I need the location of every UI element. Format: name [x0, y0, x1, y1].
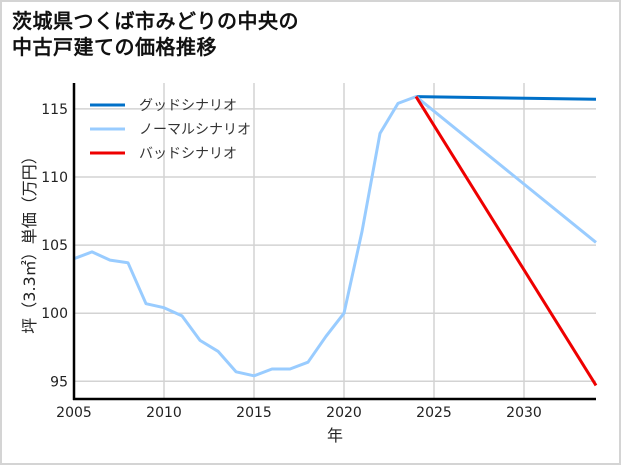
y-tick-label: 100	[41, 306, 68, 322]
x-tick-label: 2025	[416, 405, 452, 421]
axes	[72, 83, 596, 401]
y-tick-label: 95	[50, 374, 68, 390]
x-tick-label: 2015	[236, 405, 272, 421]
x-tick-label: 2020	[326, 405, 362, 421]
series-lines	[73, 95, 598, 387]
x-tick-label: 2005	[56, 405, 92, 421]
chart-title-line-1: 茨城県つくば市みどりの中央の	[12, 9, 299, 33]
series-line-1	[73, 95, 597, 378]
chart-title: 茨城県つくば市みどりの中央の 中古戸建ての価格推移	[12, 8, 299, 60]
y-tick-label: 105	[41, 238, 68, 254]
x-tick-label: 2010	[146, 405, 182, 421]
chart-title-line-2: 中古戸建ての価格推移	[12, 35, 217, 59]
x-tick-label: 2030	[506, 405, 542, 421]
tick-labels: 2005 2010 2015 2020 2025 2030 95 100 105 110 115	[41, 102, 542, 421]
legend-label-1: ノーマルシナリオ	[139, 122, 251, 138]
y-tick-label: 110	[41, 170, 68, 186]
series-line-0	[415, 95, 597, 101]
y-tick-label: 115	[41, 102, 68, 118]
series-line-2	[414, 95, 598, 387]
y-axis-label: 坪（3.3㎡）単価（万円）	[20, 148, 39, 333]
legend-label-2: バッドシナリオ	[139, 146, 237, 162]
x-axis-label: 年	[327, 426, 343, 445]
legend-label-0: グッドシナリオ	[139, 98, 237, 114]
